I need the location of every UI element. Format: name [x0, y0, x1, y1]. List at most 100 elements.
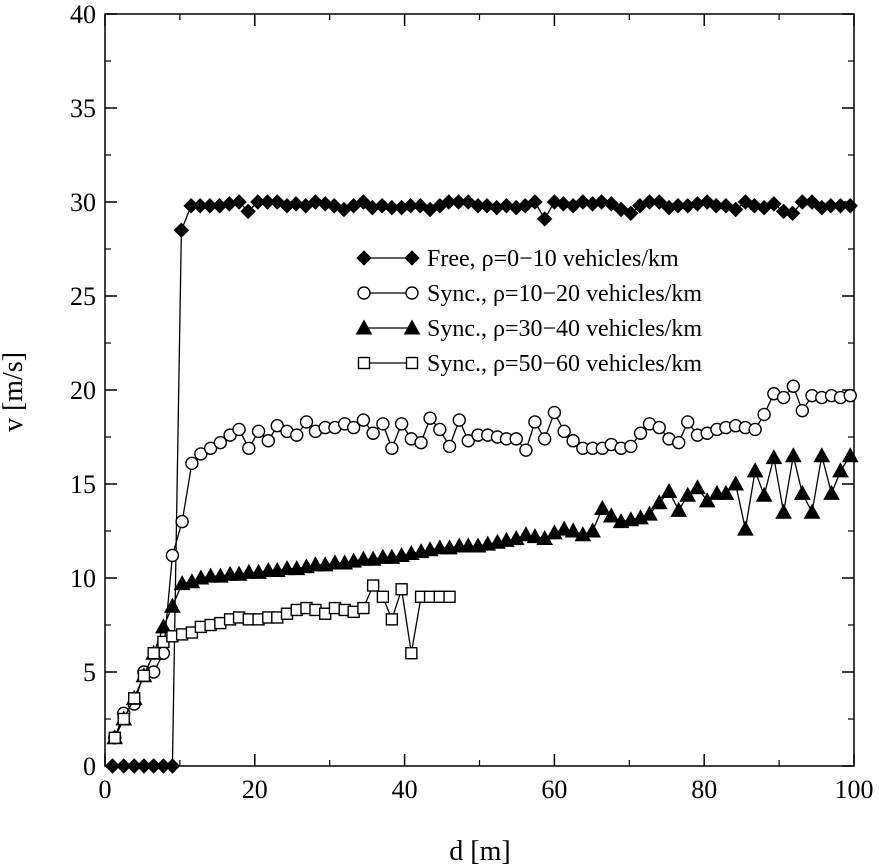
data-point: [374, 198, 390, 214]
x-tick-label: 40: [392, 775, 418, 804]
axis-tick-labels: 0 20 40 60 80 100 0 5 10 15 20 25 30 35 40: [70, 0, 874, 804]
data-point: [299, 415, 314, 429]
y-tick-label: 15: [70, 470, 96, 499]
data-point: [173, 222, 190, 238]
data-point: [395, 583, 408, 596]
x-tick-label: 80: [691, 775, 717, 804]
data-point: [584, 522, 601, 538]
x-tick-label: 60: [541, 775, 567, 804]
data-point: [116, 758, 132, 774]
data-point: [689, 479, 706, 495]
data-point: [793, 484, 811, 500]
data-point: [652, 420, 666, 435]
data-point: [624, 439, 638, 454]
series-1: [104, 194, 858, 774]
data-point: [623, 205, 639, 221]
y-axis-label: v [m/s]: [0, 352, 29, 432]
data-point: [433, 422, 447, 437]
data-point: [261, 434, 275, 448]
data-point: [423, 411, 437, 425]
data-point: [137, 669, 151, 682]
data-point: [755, 486, 773, 502]
data-point: [660, 482, 678, 499]
y-tick-label: 20: [70, 376, 96, 405]
legend-marker: [357, 356, 371, 370]
data-point: [641, 505, 658, 521]
data-point: [566, 434, 580, 448]
data-point: [555, 196, 572, 212]
data-point: [813, 447, 831, 463]
legend-label: Sync., ρ=30−40 vehicles/km: [427, 316, 702, 342]
data-point: [442, 439, 457, 454]
data-point: [717, 484, 735, 500]
data-point: [452, 413, 466, 427]
data-point: [537, 432, 552, 446]
data-point: [528, 415, 542, 429]
data-point: [175, 514, 189, 529]
x-tick-label: 0: [99, 775, 112, 804]
y-tick-label: 35: [70, 94, 96, 123]
series-3: [106, 447, 859, 745]
data-point: [603, 196, 620, 212]
legend-marker: [355, 319, 373, 335]
legend-marker: [403, 319, 421, 335]
data-point: [727, 475, 745, 491]
data-point: [231, 194, 247, 210]
data-point: [784, 205, 801, 221]
data-point: [461, 434, 475, 448]
data-point: [376, 590, 390, 603]
data-point: [194, 447, 208, 461]
data-point: [527, 194, 543, 210]
y-tick-label: 40: [70, 0, 96, 29]
data-point: [405, 647, 418, 660]
data-point: [536, 211, 553, 227]
data-point: [575, 194, 591, 210]
data-point: [288, 196, 304, 212]
data-point: [366, 426, 380, 440]
data-point: [290, 428, 304, 442]
data-point: [307, 194, 324, 210]
data-point: [385, 613, 399, 626]
data-point: [557, 424, 571, 439]
data-point: [366, 579, 380, 592]
data-point: [672, 435, 686, 450]
data-point: [479, 198, 495, 214]
data-point: [356, 413, 371, 427]
legend-marker: [357, 286, 371, 300]
data-point: [651, 194, 667, 210]
legend-item: Sync., ρ=30−40 vehicles/km: [355, 316, 702, 342]
data-point: [517, 526, 535, 542]
data-point: [803, 503, 821, 519]
data-point: [240, 203, 256, 220]
series-line: [114, 455, 851, 739]
data-point: [670, 501, 688, 517]
data-point: [842, 198, 858, 214]
data-point: [128, 692, 141, 705]
legend-item: Sync., ρ=10−20 vehicles/km: [357, 281, 702, 307]
data-point: [357, 601, 370, 615]
legend-item: Sync., ρ=50−60 vehicles/km: [357, 351, 702, 377]
data-point: [270, 419, 284, 433]
data-point: [164, 758, 181, 774]
data-point: [108, 731, 121, 744]
series-4: [108, 579, 456, 744]
data-point: [555, 520, 573, 536]
data-point: [547, 405, 562, 420]
data-point: [593, 499, 611, 515]
data-point: [786, 379, 801, 393]
data-point: [155, 618, 172, 634]
data-point: [251, 424, 266, 439]
x-tick-label: 100: [835, 775, 874, 804]
data-point: [679, 486, 697, 502]
legend: Free, ρ=0−10 vehicles/km Sync., ρ=10−20 v…: [355, 246, 702, 377]
legend-label: Free, ρ=0−10 vehicles/km: [427, 246, 679, 272]
data-point: [804, 194, 820, 210]
legend-marker: [356, 250, 372, 266]
x-tick-label: 20: [242, 775, 268, 804]
data-point: [242, 441, 256, 455]
y-tick-label: 10: [70, 564, 96, 593]
legend-item: Free, ρ=0−10 vehicles/km: [356, 246, 679, 272]
plot-area: [104, 13, 855, 767]
data-point: [727, 201, 744, 218]
